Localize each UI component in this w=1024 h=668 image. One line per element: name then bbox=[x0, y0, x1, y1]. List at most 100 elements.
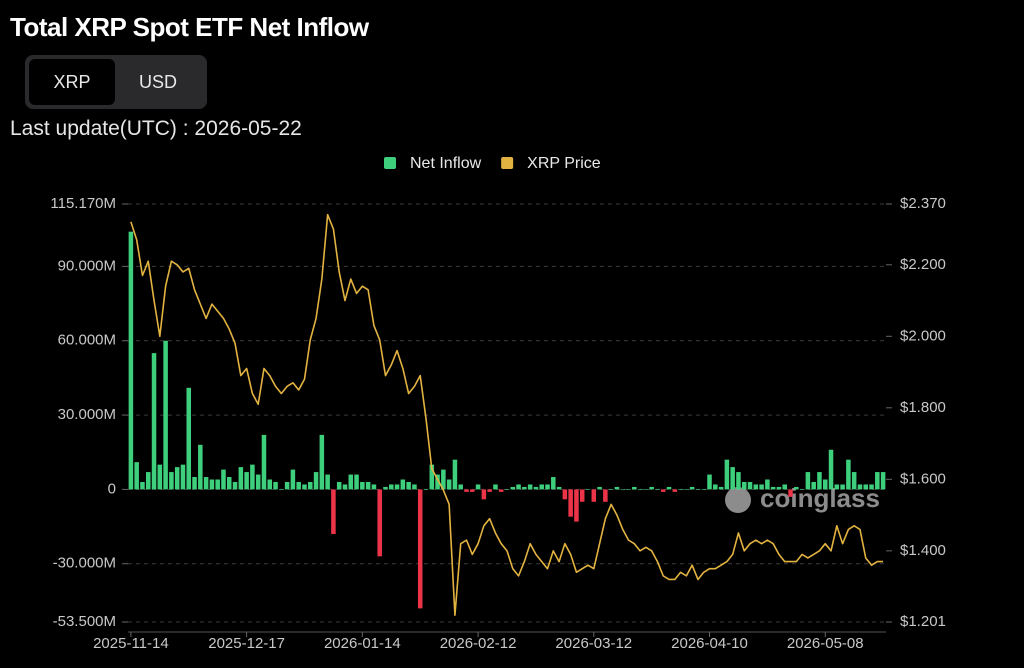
bar bbox=[695, 489, 701, 491]
bar bbox=[753, 484, 759, 490]
bar bbox=[672, 489, 678, 492]
bar bbox=[325, 474, 330, 490]
tab[interactable]: XRP bbox=[29, 59, 115, 105]
bar bbox=[429, 464, 435, 490]
bar bbox=[504, 489, 510, 491]
bar bbox=[637, 489, 643, 491]
bar bbox=[655, 489, 660, 491]
bar bbox=[579, 489, 585, 502]
bar bbox=[591, 489, 597, 502]
bar bbox=[360, 481, 365, 490]
bar bbox=[348, 474, 354, 490]
bar bbox=[383, 486, 388, 490]
bar bbox=[649, 486, 654, 490]
x-tick-label: 2025-11-14 bbox=[93, 635, 169, 652]
bar bbox=[846, 459, 851, 490]
bar bbox=[174, 467, 180, 490]
y-tick-label: 115.170M bbox=[50, 195, 116, 212]
y2-tick-label: $1.201 bbox=[900, 613, 946, 630]
bar bbox=[406, 481, 411, 490]
bar bbox=[157, 464, 163, 490]
tab[interactable]: USD bbox=[138, 71, 177, 92]
bar bbox=[799, 489, 805, 491]
bar bbox=[730, 467, 735, 490]
bar bbox=[568, 489, 573, 517]
bar bbox=[331, 489, 336, 535]
bar bbox=[487, 489, 492, 492]
bar bbox=[365, 481, 371, 490]
bar bbox=[336, 481, 342, 490]
bar bbox=[574, 489, 579, 522]
bar bbox=[244, 472, 249, 490]
bar bbox=[522, 486, 527, 490]
bar bbox=[880, 472, 886, 490]
bar bbox=[493, 484, 498, 490]
bar bbox=[203, 477, 209, 490]
y2-tick-label: $1.800 bbox=[900, 399, 946, 416]
bar bbox=[713, 484, 718, 490]
y2-tick-label: $2.370 bbox=[900, 195, 946, 212]
bar bbox=[134, 462, 139, 490]
bar bbox=[238, 467, 244, 490]
bar bbox=[394, 484, 400, 490]
bar bbox=[377, 489, 382, 557]
bar bbox=[273, 481, 278, 490]
bar bbox=[626, 489, 631, 491]
bar bbox=[660, 489, 666, 492]
bar bbox=[643, 489, 649, 491]
bar bbox=[562, 489, 568, 500]
bar bbox=[475, 484, 481, 490]
bar bbox=[765, 479, 770, 490]
bar bbox=[516, 484, 521, 490]
bar bbox=[290, 469, 296, 490]
bar bbox=[140, 481, 145, 490]
bar bbox=[221, 469, 226, 490]
bar bbox=[284, 481, 290, 490]
bar bbox=[707, 474, 712, 490]
bar bbox=[267, 479, 273, 490]
bar bbox=[718, 486, 724, 490]
bar bbox=[603, 489, 608, 502]
bar bbox=[198, 444, 203, 490]
bar bbox=[828, 449, 834, 490]
bar bbox=[782, 484, 787, 490]
bar bbox=[759, 484, 764, 490]
legend: Net Inflow XRP Price bbox=[384, 155, 601, 172]
bar bbox=[678, 489, 683, 491]
bar bbox=[608, 489, 614, 491]
bar bbox=[597, 486, 602, 490]
bar bbox=[533, 486, 539, 490]
bar bbox=[169, 472, 174, 490]
bar bbox=[551, 477, 556, 490]
bar bbox=[869, 484, 874, 490]
bar bbox=[666, 486, 672, 490]
bar bbox=[255, 474, 261, 490]
bar bbox=[770, 486, 776, 490]
bar bbox=[545, 484, 550, 490]
y2-tick-label: $1.600 bbox=[900, 470, 946, 487]
bar bbox=[452, 459, 458, 490]
bar bbox=[389, 484, 394, 490]
bar bbox=[776, 486, 782, 490]
bar bbox=[308, 481, 313, 490]
bar bbox=[435, 474, 440, 490]
bar bbox=[701, 489, 706, 491]
bar bbox=[632, 486, 637, 490]
y-tick-label: 30.000M bbox=[58, 406, 116, 423]
bar bbox=[556, 486, 562, 490]
bar bbox=[302, 484, 307, 490]
y2-tick-label: $1.400 bbox=[900, 542, 946, 559]
bar bbox=[741, 481, 747, 490]
x-tick-label: 2026-02-12 bbox=[440, 635, 517, 652]
bar bbox=[527, 484, 533, 490]
bar bbox=[279, 489, 284, 491]
y-tick-label: 0 bbox=[108, 480, 116, 497]
bar bbox=[163, 340, 168, 490]
bar bbox=[319, 434, 325, 490]
x-tick-label: 2026-04-10 bbox=[671, 635, 748, 652]
y2-tick-label: $2.000 bbox=[900, 327, 946, 344]
bar bbox=[817, 472, 822, 490]
bar bbox=[145, 472, 151, 490]
